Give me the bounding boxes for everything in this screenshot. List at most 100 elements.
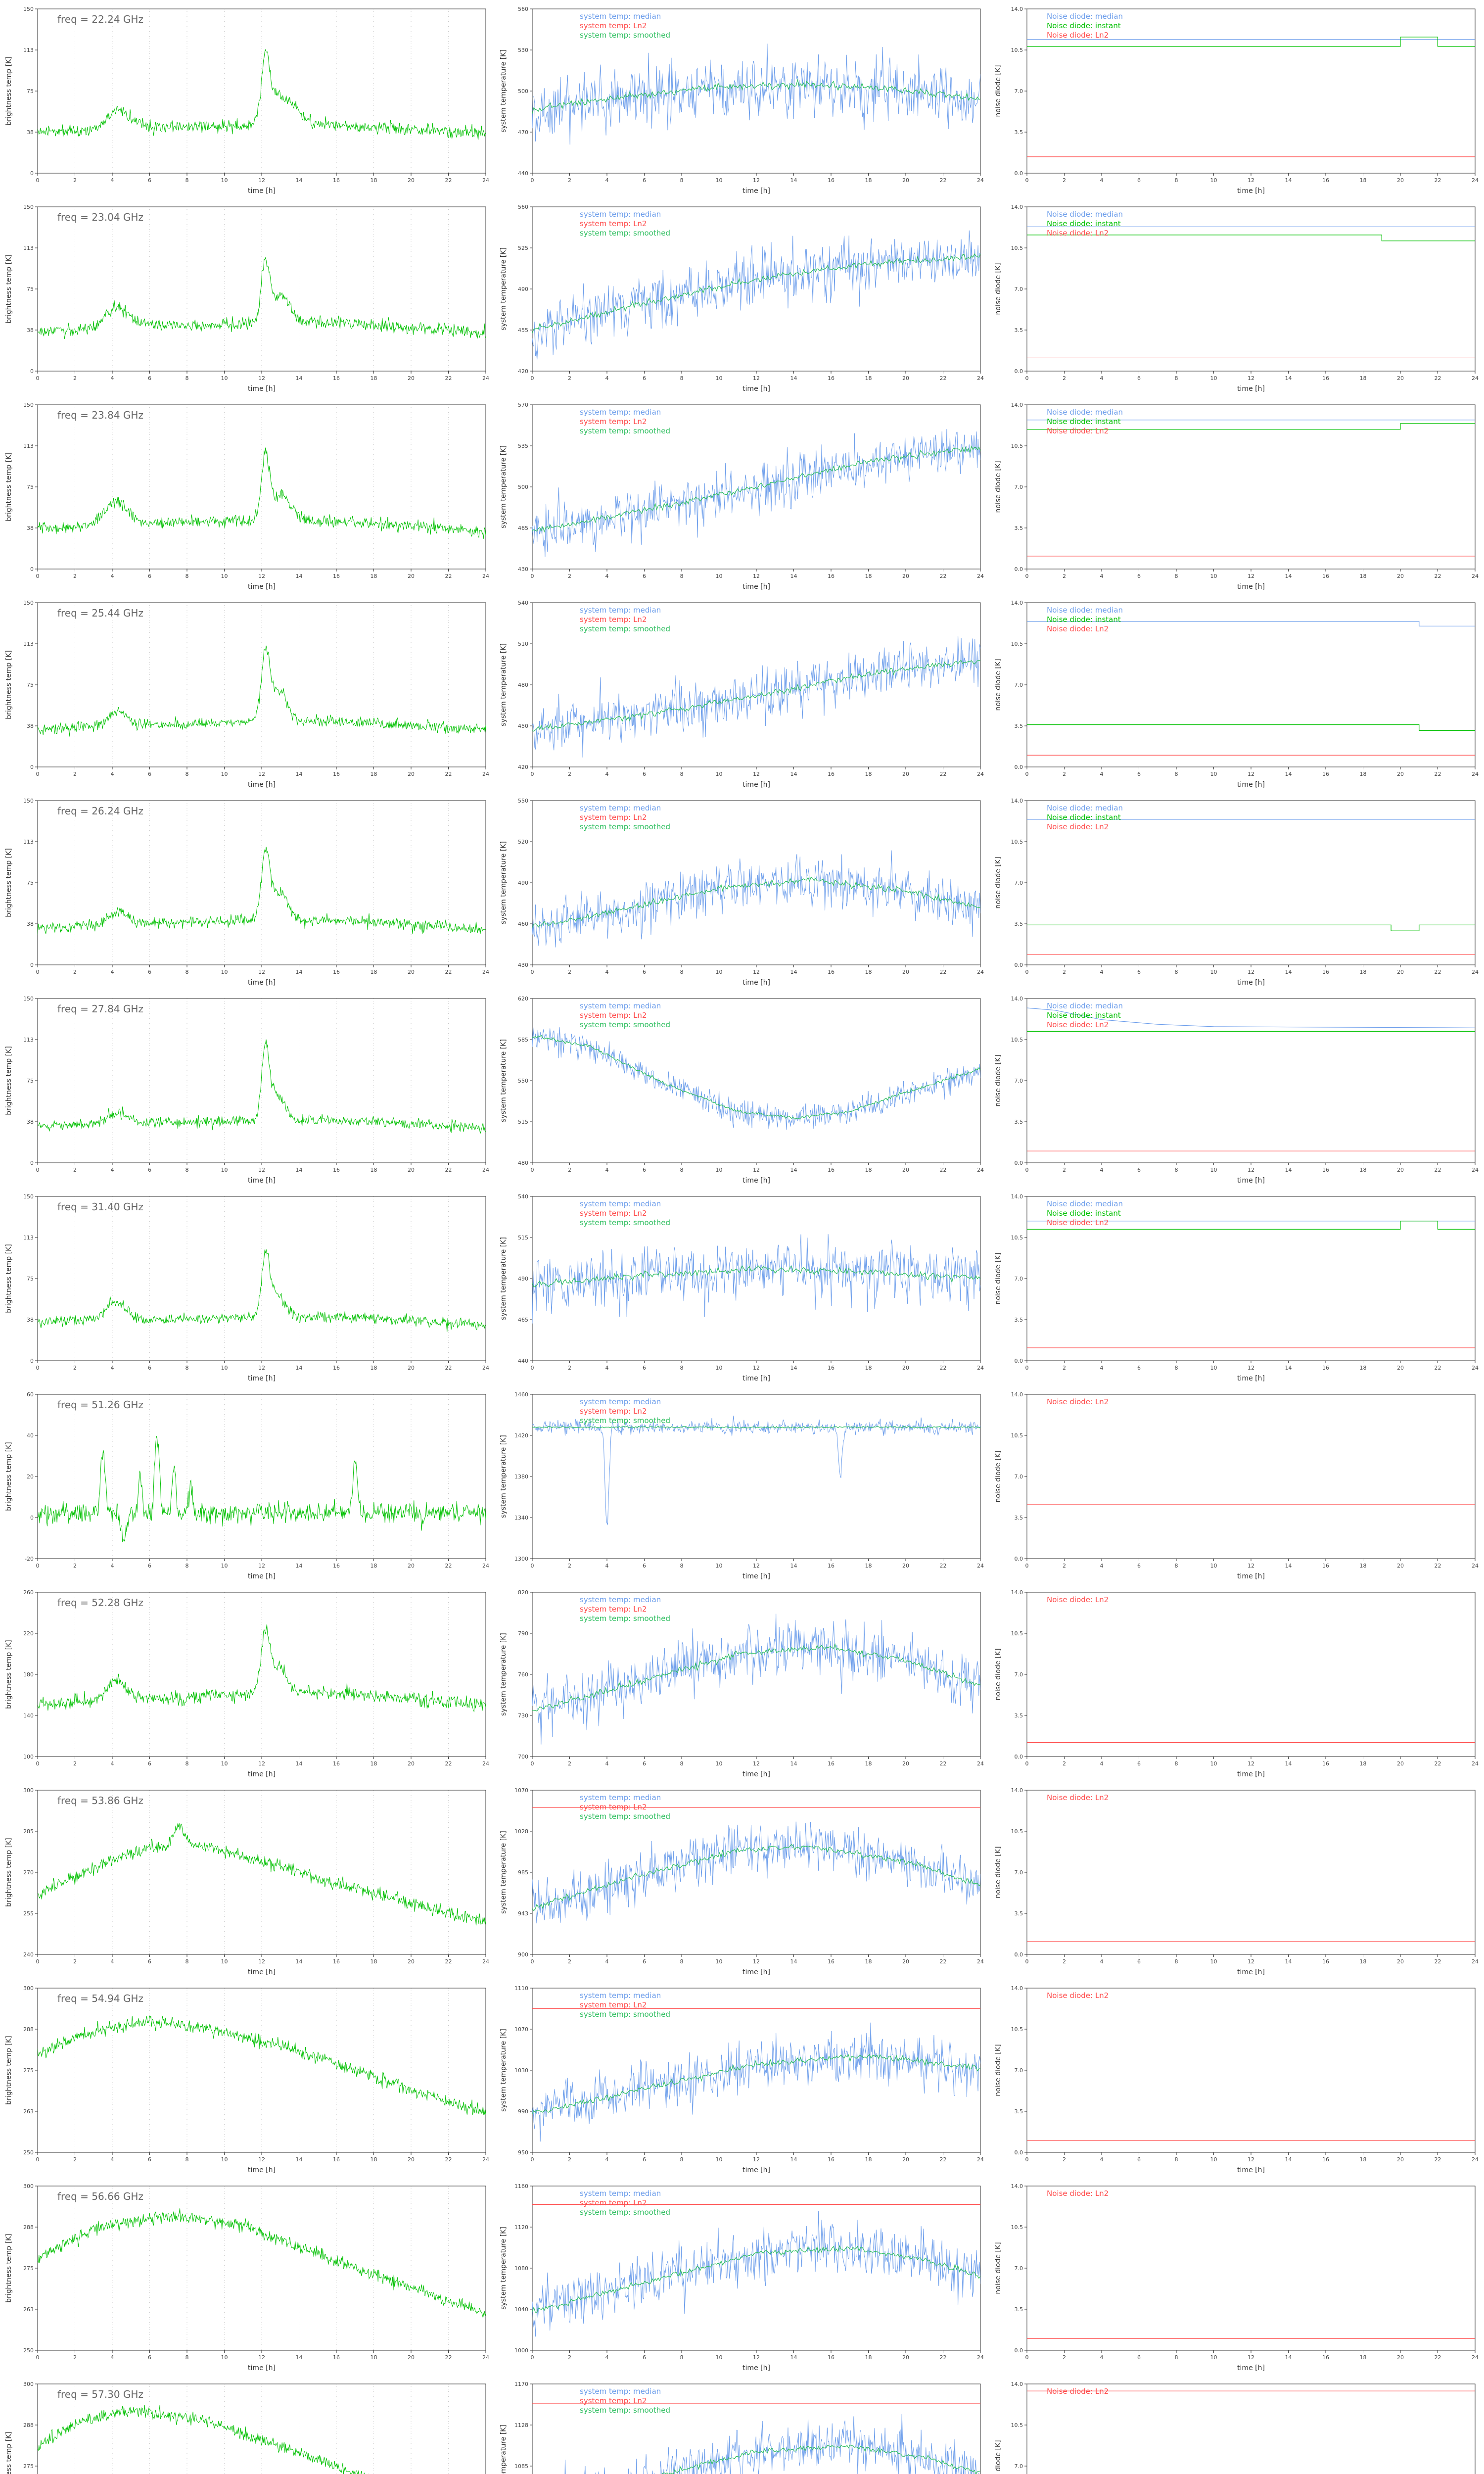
x-tick-label: 10 (1210, 2156, 1217, 2163)
y-tick-label: 820 (518, 1589, 528, 1596)
x-tick-label: 0 (36, 771, 40, 777)
x-tick-label: 10 (716, 969, 723, 975)
y-tick-label: 300 (23, 2183, 34, 2189)
y-tick-label: 0 (30, 764, 34, 770)
x-tick-label: 4 (605, 1760, 609, 1767)
y-tick-label: 14.0 (1011, 1787, 1023, 1794)
legend-item: system temp: Ln2 (580, 813, 647, 822)
legend-item: system temp: smoothed (580, 427, 670, 435)
x-tick-label: 22 (1435, 771, 1441, 777)
plot-frame (1026, 1394, 1476, 1559)
y-tick-label: 700 (518, 1754, 528, 1760)
plot-frame (37, 8, 486, 174)
x-tick-label: 16 (828, 1365, 835, 1371)
x-tick-label: 4 (1100, 177, 1104, 184)
y-tick-label: 0.0 (1015, 764, 1023, 770)
noise-diode-series (1027, 1221, 1475, 1348)
y-axis-label: noise diode [K] (994, 2044, 1002, 2096)
brightness-temp-line (38, 645, 486, 737)
x-tick-label: 18 (1360, 1760, 1367, 1767)
x-tick-label: 20 (1397, 375, 1404, 381)
x-tick-label: 10 (1210, 375, 1217, 381)
plot-row: 0 2 4 6 8 10 12 14 16 18 20 22 24 0 38 75 113 150 time [h]… (0, 198, 1484, 396)
y-tick-label: 14.0 (1011, 1589, 1023, 1596)
plot-cell-spectrum: 0 2 4 6 8 10 12 14 16 18 20 22 24 0 38 75 113 150 time [h]… (0, 396, 495, 594)
plot-frame (37, 1394, 486, 1559)
system-temp-series (532, 1234, 980, 1324)
x-tick-label: 6 (148, 1760, 151, 1767)
system-temp-plot-svg: 0 2 4 6 8 10 12 14 16 18 20 22 24420450480510540time… (500, 600, 984, 789)
x-tick-label: 14 (296, 573, 303, 579)
y-tick-label: 455 (518, 327, 528, 333)
x-axis-label: time [h] (742, 2166, 770, 2174)
y-tick-label: 560 (518, 6, 528, 12)
x-tick-label: 12 (1248, 2354, 1254, 2361)
plot-row: 024681012141618202224250263275288300time… (0, 2375, 1484, 2474)
x-tick-label: 8 (1175, 177, 1178, 184)
y-tick-label: 150 (23, 798, 34, 804)
x-tick-label: 0 (531, 1563, 534, 1569)
y-tick-label: 0.0 (1015, 368, 1023, 375)
freq-label: freq = 25.44 GHz (57, 607, 143, 619)
x-tick-label: 0 (1025, 573, 1029, 579)
legend-item: system temp: smoothed (580, 31, 670, 40)
x-tick-label: 10 (1210, 2354, 1217, 2361)
x-tick-label: 10 (221, 2354, 228, 2361)
y-tick-label: 450 (518, 723, 528, 729)
x-tick-label: 10 (716, 1958, 723, 1965)
y-tick-label: 150 (23, 600, 34, 606)
x-tick-label: 22 (1435, 969, 1441, 975)
y-tick-label: 10.5 (1011, 641, 1023, 647)
y-tick-label: 38 (27, 723, 34, 729)
y-tick-label: 430 (518, 962, 528, 968)
x-tick-label: 24 (977, 1563, 984, 1569)
y-tick-label: 440 (518, 1358, 528, 1364)
y-tick-label: 0 (30, 1358, 34, 1364)
y-tick-label: 1070 (514, 2026, 528, 2033)
x-tick-label: 8 (680, 1760, 684, 1767)
x-tick-label: 8 (186, 2354, 189, 2361)
x-tick-label: 12 (753, 1365, 760, 1371)
x-tick-label: 12 (1248, 771, 1254, 777)
x-tick-label: 8 (680, 771, 684, 777)
x-tick-label: 2 (73, 375, 77, 381)
x-axis-label: time [h] (1237, 1572, 1265, 1580)
x-tick-label: 2 (73, 2354, 77, 2361)
x-tick-label: 0 (531, 375, 534, 381)
x-tick-label: 20 (408, 969, 415, 975)
spectrum-series (38, 1039, 486, 1134)
system-temp-series (532, 2204, 980, 2337)
x-tick-label: 16 (1322, 2354, 1329, 2361)
y-tick-label: 10.5 (1011, 47, 1023, 53)
plot-cell-spectrum: 0 2 4 6 8 10 12 14 16 18 20 22 24 100 140 180 220 260 time… (0, 1583, 495, 1781)
x-tick-label: 12 (753, 1167, 760, 1173)
y-axis-label: brightness temp [K] (5, 1640, 13, 1709)
x-tick-label: 16 (828, 1760, 835, 1767)
y-tick-label: 0 (30, 368, 34, 375)
x-tick-label: 16 (1322, 771, 1329, 777)
y-axis-label: noise diode [K] (994, 1846, 1002, 1898)
system-temp-series (532, 429, 980, 557)
brightness-temp-line (38, 1039, 486, 1134)
x-tick-label: 12 (1248, 2156, 1254, 2163)
x-tick-label: 20 (408, 1958, 415, 1965)
y-tick-label: 10.5 (1011, 839, 1023, 845)
y-tick-label: 515 (518, 1119, 528, 1125)
x-axis-label: time [h] (1237, 1177, 1265, 1185)
x-axis-label: time [h] (1237, 2364, 1265, 2372)
x-tick-label: 24 (482, 969, 489, 975)
y-tick-label: 3.5 (1015, 2108, 1023, 2115)
x-tick-label: 0 (531, 2156, 534, 2163)
x-tick-label: 12 (753, 573, 760, 579)
x-tick-label: 10 (716, 2156, 723, 2163)
legend-item: Noise diode: instant (1047, 1011, 1121, 1020)
x-tick-label: 20 (902, 1760, 909, 1767)
y-axis-label: brightness temp [K] (5, 2431, 13, 2474)
y-tick-label: 14.0 (1011, 798, 1023, 804)
x-tick-label: 2 (568, 1760, 571, 1767)
y-tick-label: 0.0 (1015, 2347, 1023, 2354)
y-tick-label: 113 (23, 47, 34, 53)
